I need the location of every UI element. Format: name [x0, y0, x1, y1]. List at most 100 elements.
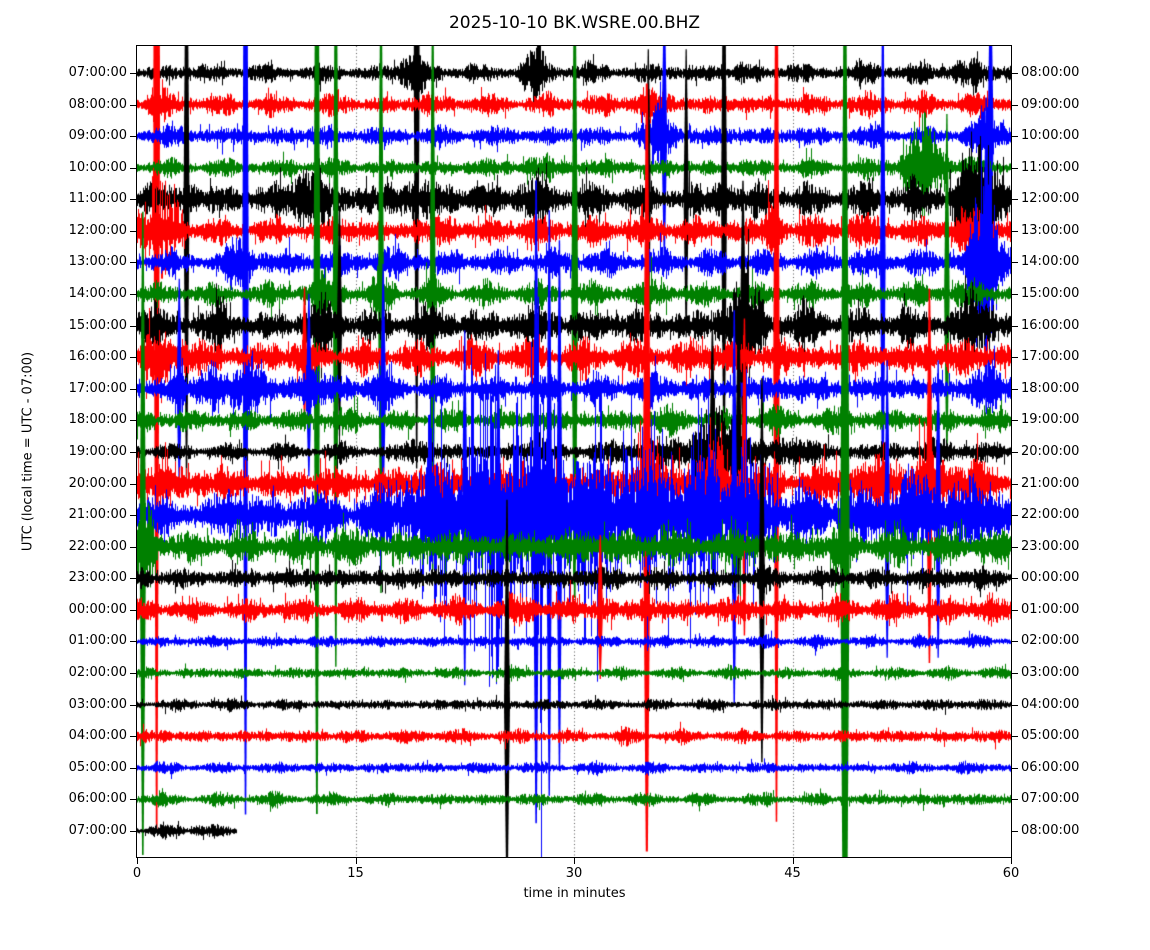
local-time-label: 23:00:00 [1021, 538, 1080, 554]
x-tick-label: 45 [784, 866, 801, 881]
hour-tick-right [1012, 704, 1018, 706]
utc-time-label: 18:00:00 [68, 412, 127, 428]
local-time-label: 01:00:00 [1021, 601, 1080, 617]
utc-time-label: 10:00:00 [68, 159, 127, 175]
utc-time-label: 11:00:00 [68, 191, 127, 207]
hour-tick-right [1012, 420, 1018, 422]
hour-tick-right [1012, 357, 1018, 359]
utc-time-label: 17:00:00 [68, 380, 127, 396]
hour-tick-right [1012, 673, 1018, 675]
local-time-label: 17:00:00 [1021, 349, 1080, 365]
hour-tick-right [1012, 451, 1018, 453]
hour-tick-left [130, 515, 136, 517]
hour-tick-left [130, 799, 136, 801]
hour-tick-left [130, 483, 136, 485]
hour-tick-left [130, 704, 136, 706]
local-time-label: 20:00:00 [1021, 443, 1080, 459]
x-tick-label: 30 [565, 866, 583, 881]
hour-tick-left [130, 420, 136, 422]
hour-tick-left [130, 609, 136, 611]
utc-time-label: 07:00:00 [68, 65, 127, 80]
waveform-canvas [137, 46, 1011, 857]
local-time-label: 19:00:00 [1021, 412, 1080, 428]
hour-tick-left [130, 546, 136, 548]
hour-tick-right [1012, 641, 1018, 643]
utc-time-label: 04:00:00 [68, 728, 127, 744]
hour-tick-left [130, 641, 136, 643]
x-tick-label: 0 [132, 866, 142, 881]
local-time-label: 21:00:00 [1021, 475, 1080, 491]
local-time-label: 05:00:00 [1021, 728, 1080, 744]
utc-time-label: 15:00:00 [68, 317, 127, 333]
local-time-label: 11:00:00 [1021, 159, 1080, 175]
local-time-label: 02:00:00 [1021, 633, 1080, 649]
utc-time-label: 12:00:00 [68, 222, 127, 238]
local-time-label: 08:00:00 [1021, 822, 1080, 838]
local-time-label: 18:00:00 [1021, 380, 1080, 396]
hour-tick-left [130, 767, 136, 769]
utc-time-label: 22:00:00 [68, 538, 127, 554]
hour-tick-left [130, 830, 136, 832]
hour-tick-right [1012, 294, 1018, 296]
hour-tick-right [1012, 325, 1018, 327]
local-time-label: 10:00:00 [1021, 128, 1080, 144]
utc-time-label: 13:00:00 [68, 254, 127, 270]
hour-tick-left [130, 230, 136, 232]
utc-time-label: 00:00:00 [68, 601, 127, 617]
utc-time-label: 06:00:00 [68, 791, 127, 807]
hour-tick-right [1012, 199, 1018, 201]
hour-tick-left [130, 451, 136, 453]
hour-tick-left [130, 199, 136, 201]
local-time-label: 12:00:00 [1021, 191, 1080, 207]
hour-tick-left [130, 262, 136, 264]
utc-time-label: 08:00:00 [68, 96, 127, 112]
local-time-label: 03:00:00 [1021, 665, 1080, 681]
x-axis-label: time in minutes [523, 886, 626, 901]
utc-time-label: 23:00:00 [68, 570, 127, 586]
hour-tick-left [130, 673, 136, 675]
utc-time-label: 03:00:00 [68, 696, 127, 712]
local-time-label: 14:00:00 [1021, 254, 1080, 270]
hour-tick-left [130, 167, 136, 169]
x-axis-tick [355, 858, 357, 864]
local-time-label: 04:00:00 [1021, 696, 1080, 712]
utc-time-label: 14:00:00 [68, 286, 127, 302]
local-time-label: 00:00:00 [1021, 570, 1080, 586]
x-tick-label: 15 [347, 866, 364, 881]
hour-tick-right [1012, 830, 1018, 832]
hour-tick-right [1012, 515, 1018, 517]
local-time-label: 22:00:00 [1021, 507, 1080, 523]
local-time-label: 13:00:00 [1021, 222, 1080, 238]
local-time-label: 07:00:00 [1021, 791, 1080, 807]
utc-time-label: 20:00:00 [68, 475, 127, 491]
hour-tick-left [130, 357, 136, 359]
hour-tick-right [1012, 230, 1018, 232]
hour-tick-right [1012, 799, 1018, 801]
hour-tick-right [1012, 483, 1018, 485]
utc-time-label: 19:00:00 [68, 443, 127, 459]
utc-time-label: 02:00:00 [68, 665, 127, 681]
hour-tick-right [1012, 767, 1018, 769]
x-axis-tick [574, 858, 575, 864]
utc-time-label: 21:00:00 [68, 507, 127, 523]
utc-time-label: 16:00:00 [68, 349, 127, 365]
hour-tick-left [130, 736, 136, 738]
hour-tick-right [1012, 609, 1018, 611]
hour-tick-right [1012, 736, 1018, 738]
hour-tick-left [130, 73, 136, 74]
utc-time-label: 01:00:00 [68, 633, 127, 649]
hour-tick-right [1012, 546, 1018, 548]
utc-time-label: 07:00:00 [68, 822, 127, 838]
hour-tick-right [1012, 104, 1018, 106]
hour-tick-left [130, 104, 136, 106]
plot-area [136, 45, 1012, 858]
x-axis-tick [792, 858, 794, 864]
hour-tick-left [130, 325, 136, 327]
hour-tick-right [1012, 388, 1018, 390]
hour-tick-right [1012, 73, 1018, 74]
local-time-label: 09:00:00 [1021, 96, 1080, 112]
local-time-label: 08:00:00 [1021, 65, 1080, 80]
hour-tick-right [1012, 167, 1018, 169]
page-title: 2025-10-10 BK.WSRE.00.BHZ [448, 13, 701, 33]
utc-time-label: 09:00:00 [68, 128, 127, 144]
